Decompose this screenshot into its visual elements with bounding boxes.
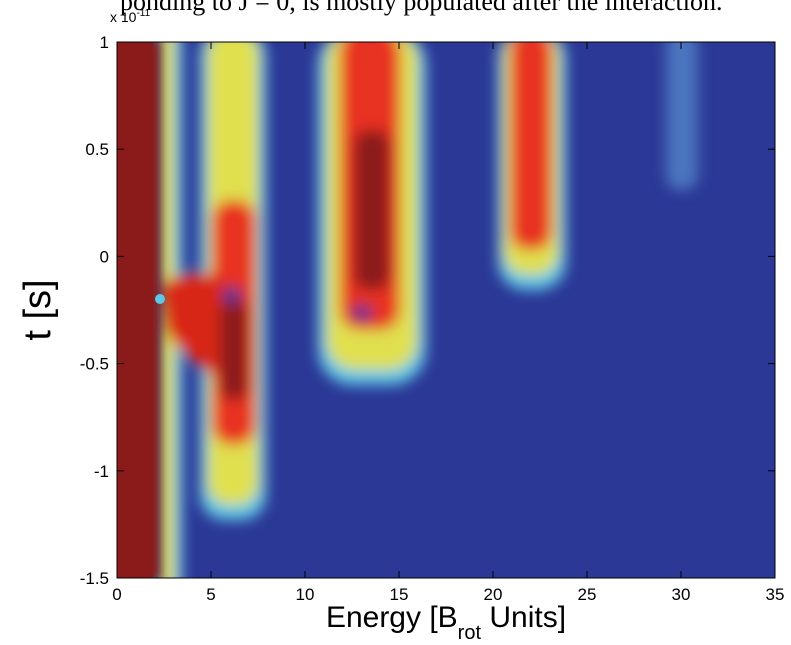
- heatmap-image: [117, 42, 775, 578]
- y-multiplier: x 10-11: [110, 8, 151, 25]
- x-tick-label: 25: [578, 585, 597, 604]
- x-label-text: Energy [B: [326, 601, 458, 634]
- x-tick-label: 30: [672, 585, 691, 604]
- y-tick-label: -1.5: [80, 569, 109, 588]
- y-axis-label: t [s]: [17, 279, 59, 340]
- x-tick-label: 0: [112, 585, 121, 604]
- y-multiplier-base: x 10: [110, 9, 137, 25]
- x-tick-label: 10: [296, 585, 315, 604]
- x-label-subscript: rot: [458, 622, 482, 644]
- x-label-after: Units]: [481, 601, 566, 634]
- plot-frame: [116, 41, 776, 579]
- y-multiplier-exponent: -11: [136, 8, 150, 19]
- y-tick-label: -0.5: [80, 355, 109, 374]
- x-tick-label: 35: [766, 585, 785, 604]
- x-tick-label: 5: [206, 585, 215, 604]
- y-tick-label: 0: [100, 247, 109, 266]
- y-tick-label: 0.5: [85, 140, 109, 159]
- x-axis-label: Energy [Brot Units]: [326, 601, 566, 644]
- x-tick-label: 20: [484, 585, 503, 604]
- y-tick-label: -1: [94, 462, 109, 481]
- caption-fragment: ponding to J = 0, is mostly populated af…: [120, 0, 722, 16]
- y-tick-label: 1: [100, 33, 109, 52]
- x-tick-label: 15: [390, 585, 409, 604]
